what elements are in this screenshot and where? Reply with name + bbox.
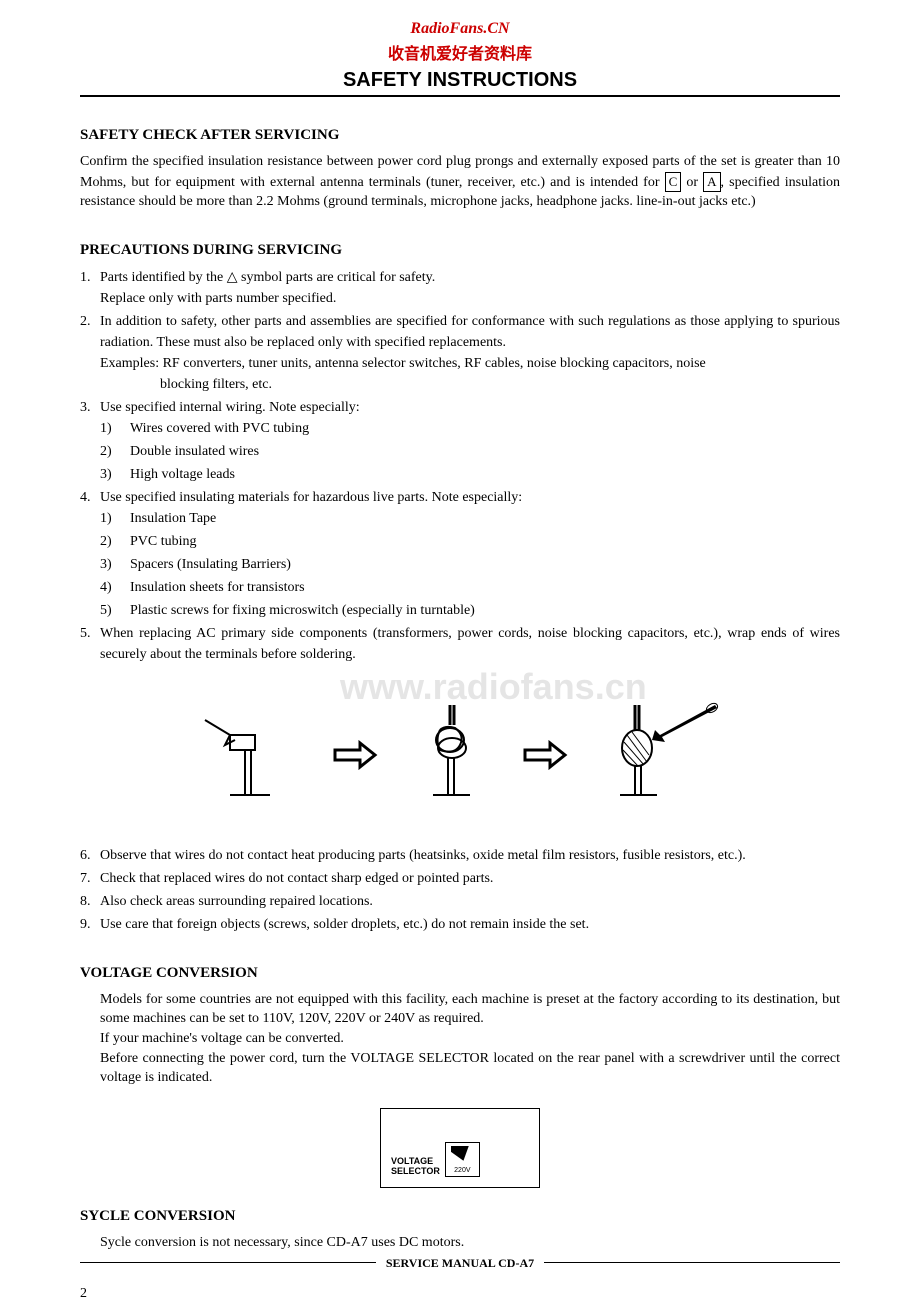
section2-title: PRECAUTIONS DURING SERVICING	[80, 242, 840, 259]
item-9: Use care that foreign objects (screws, s…	[100, 914, 840, 935]
item-3: Use specified internal wiring. Note espe…	[100, 397, 840, 485]
section4-body: Sycle conversion is not necessary, since…	[80, 1233, 840, 1253]
footer-line: SERVICE MANUAL CD-A7	[80, 1262, 840, 1281]
section1-or: or	[681, 175, 703, 190]
footer-text: SERVICE MANUAL CD-A7	[376, 1256, 544, 1270]
section1-title: SAFETY CHECK AFTER SERVICING	[80, 127, 840, 144]
diagram-step3	[600, 700, 720, 810]
voltage-selector-diagram: VOLTAGESELECTOR 220V	[380, 1108, 540, 1188]
item-3-sublist: Wires covered with PVC tubing Double ins…	[100, 418, 840, 485]
diagram-step1	[200, 700, 300, 810]
arrow-icon-2	[520, 740, 570, 770]
precautions-list-after: Observe that wires do not contact heat p…	[80, 845, 840, 935]
precautions-list: Parts identified by the △ symbol parts a…	[80, 267, 840, 665]
item-2: In addition to safety, other parts and a…	[100, 311, 840, 395]
soldering-diagram	[80, 695, 840, 815]
item-1: Parts identified by the △ symbol parts a…	[100, 267, 840, 309]
section4-title: SYCLE CONVERSION	[80, 1208, 840, 1225]
boxed-c: C	[665, 172, 682, 192]
header-chinese: 收音机爱好者资料库	[80, 40, 840, 64]
item-6: Observe that wires do not contact heat p…	[100, 845, 840, 866]
section3-title: VOLTAGE CONVERSION	[80, 965, 840, 982]
item-4: Use specified insulating materials for h…	[100, 487, 840, 621]
voltage-indicator-icon	[451, 1146, 469, 1161]
boxed-a: A	[703, 172, 720, 192]
diagram-step2	[410, 700, 490, 810]
voltage-selector-box: 220V	[445, 1142, 480, 1177]
item-4-sublist: Insulation Tape PVC tubing Spacers (Insu…	[100, 508, 840, 621]
item-8: Also check areas surrounding repaired lo…	[100, 891, 840, 912]
page-number: 2	[80, 1286, 840, 1302]
voltage-label: VOLTAGESELECTOR	[391, 1157, 440, 1177]
section1-body: Confirm the specified insulation resista…	[80, 152, 840, 212]
section3-body: Models for some countries are not equipp…	[80, 990, 840, 1088]
arrow-icon-1	[330, 740, 380, 770]
item-7: Check that replaced wires do not contact…	[100, 868, 840, 889]
item-5: When replacing AC primary side component…	[100, 623, 840, 665]
header: RadioFans.CN 收音机爱好者资料库	[80, 20, 840, 64]
header-site: RadioFans.CN	[80, 20, 840, 38]
main-title: SAFETY INSTRUCTIONS	[80, 69, 840, 97]
